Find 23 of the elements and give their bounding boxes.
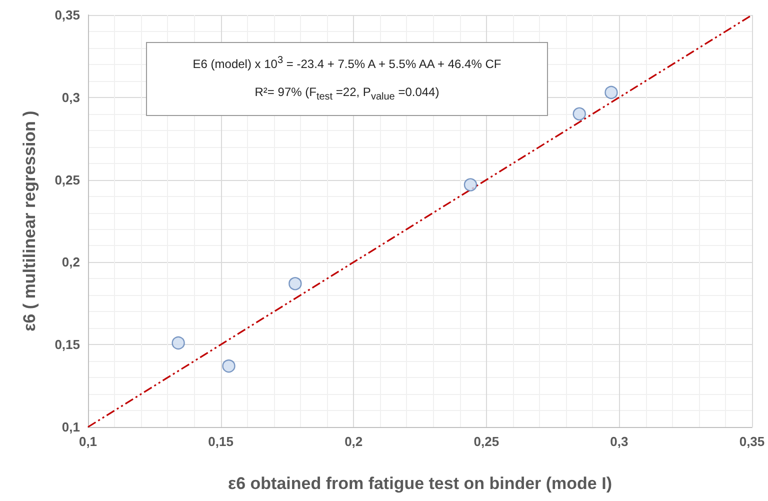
point xyxy=(604,86,618,100)
text-box: E6 (model) x 10$^{3}$ = -23.4 + 7.5% A + 5.5% AA + 46.4% CF R²= 97% (F$_{test}$ =22, P$_{value}$ =0.044) xyxy=(146,42,548,116)
point xyxy=(572,107,586,120)
x-axis-title: ε6 obtained from fatigue test on binder (mode I) xyxy=(228,474,612,493)
y-axis-title: ε6 ( multilinear regression ) xyxy=(20,110,39,332)
annotation: R²= 97% (F$_{test}$ =22, P$_{value}$ =0.044) xyxy=(254,84,440,104)
x-tick-label: 0,1 xyxy=(78,434,98,449)
y-tick-label: 0,25 xyxy=(54,172,80,188)
annotation: E6 (model) x 10$^{3}$ = -23.4 + 7.5% A + 5.5% AA + 46.4% CF xyxy=(192,54,502,73)
y-tick-label: 0,35 xyxy=(54,8,80,22)
point xyxy=(172,336,185,350)
x-tick-label: 0,3 xyxy=(610,434,628,449)
y-tick-label: 0,1 xyxy=(62,420,80,434)
y-tick-label: 0,2 xyxy=(62,254,80,270)
x-tick-label: 0,2 xyxy=(344,434,363,449)
point xyxy=(288,277,302,290)
x-tick-label: 0,25 xyxy=(474,434,500,449)
y-tick-label: 0,15 xyxy=(54,337,80,352)
x-tick-label: 0,35 xyxy=(739,434,765,449)
y-tick-label: 0,3 xyxy=(62,90,80,105)
x-tick-label: 0,15 xyxy=(208,434,234,449)
point xyxy=(464,178,478,192)
point xyxy=(222,359,236,373)
